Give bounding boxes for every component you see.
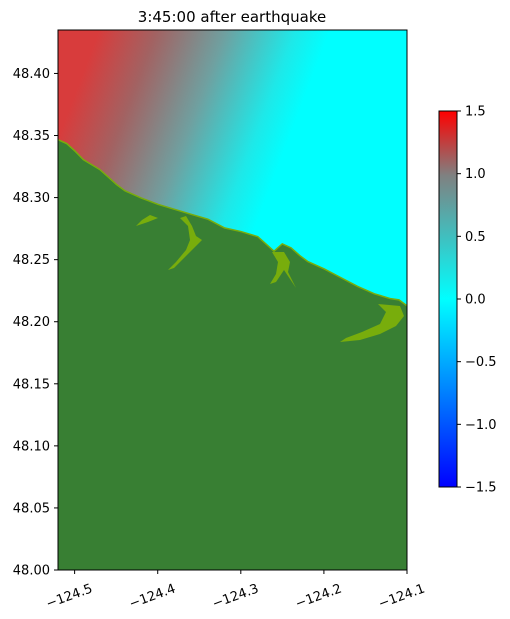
colorbar-tick-label: −0.5 bbox=[465, 355, 497, 370]
y-axis: 48.00 48.05 48.10 48.15 48.20 48.25 48.30 48.35… bbox=[13, 67, 58, 579]
plot-area bbox=[58, 30, 407, 570]
y-tick-label: 48.25 bbox=[13, 253, 50, 268]
x-tick-label: −124.5 bbox=[44, 581, 94, 612]
colorbar-tick-label: 1.5 bbox=[465, 105, 486, 120]
chart-title: 3:45:00 after earthquake bbox=[138, 8, 326, 26]
inlet-channel bbox=[340, 304, 404, 342]
plot-frame bbox=[57, 29, 408, 571]
colorbar-gradient bbox=[438, 110, 458, 488]
y-tick-label: 48.30 bbox=[13, 191, 50, 206]
y-tick-label: 48.15 bbox=[13, 377, 50, 392]
colorbar-ticks: 1.5 1.0 0.5 0.0 −0.5 −1.0 −1.5 bbox=[457, 105, 497, 496]
x-tick-label: −124.2 bbox=[294, 581, 344, 612]
y-tick-label: 48.20 bbox=[13, 315, 50, 330]
y-tick-label: 48.00 bbox=[13, 564, 50, 579]
colorbar-tick-label: −1.5 bbox=[465, 481, 497, 496]
y-tick-label: 48.05 bbox=[13, 501, 50, 516]
colorbar-tick-label: 1.0 bbox=[465, 167, 486, 182]
inlet-channel bbox=[168, 216, 202, 270]
colorbar-tick-label: −1.0 bbox=[465, 418, 497, 433]
x-axis: −124.5 −124.4 −124.3 −124.2 −124.1 bbox=[44, 570, 427, 612]
land-area bbox=[58, 140, 407, 570]
x-tick-label: −124.3 bbox=[210, 581, 260, 612]
colorbar: 1.5 1.0 0.5 0.0 −0.5 −1.0 −1.5 bbox=[438, 105, 497, 496]
x-tick-label: −124.4 bbox=[127, 581, 177, 612]
inlet-channel bbox=[136, 215, 158, 226]
inlet-channel bbox=[270, 252, 296, 288]
y-tick-label: 48.10 bbox=[13, 439, 50, 454]
x-tick-label: −124.1 bbox=[377, 581, 427, 612]
colorbar-tick-label: 0.0 bbox=[465, 293, 486, 308]
y-tick-label: 48.40 bbox=[13, 67, 50, 82]
y-tick-label: 48.35 bbox=[13, 129, 50, 144]
colorbar-tick-label: 0.5 bbox=[465, 230, 486, 245]
